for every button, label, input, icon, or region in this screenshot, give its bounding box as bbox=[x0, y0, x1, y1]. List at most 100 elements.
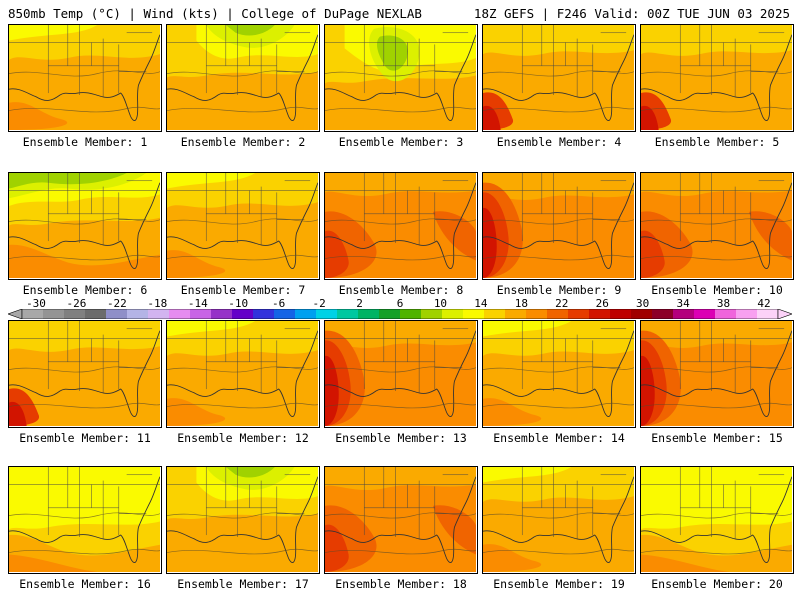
colorbar-tick-label: 42 bbox=[757, 297, 771, 310]
colorbar-bin bbox=[64, 309, 86, 319]
temperature-field-map bbox=[167, 321, 318, 426]
ensemble-map-panel bbox=[324, 466, 478, 574]
ensemble-member-label: Ensemble Member: 8 bbox=[338, 283, 464, 297]
colorbar-bin bbox=[505, 309, 527, 319]
colorbar-bin bbox=[211, 309, 233, 319]
temperature-field-map bbox=[9, 467, 160, 572]
ensemble-map-panel bbox=[8, 466, 162, 574]
temperature-field-map bbox=[483, 173, 634, 278]
ensemble-member-label: Ensemble Member: 14 bbox=[493, 431, 625, 445]
colorbar-tick-label: -14 bbox=[187, 297, 208, 310]
ensemble-map-panel bbox=[482, 172, 636, 280]
ensemble-member-label: Ensemble Member: 3 bbox=[338, 135, 464, 149]
colorbar-bin bbox=[463, 309, 485, 319]
colorbar-bin bbox=[22, 309, 44, 319]
temperature-field-map bbox=[325, 173, 476, 278]
colorbar-bin bbox=[610, 309, 632, 319]
ensemble-map-panel bbox=[166, 320, 320, 428]
colorbar-bin bbox=[421, 309, 443, 319]
temperature-field-map bbox=[9, 321, 160, 426]
colorbar-bin bbox=[148, 309, 170, 319]
colorbar-strip bbox=[8, 309, 792, 319]
ensemble-map-panel bbox=[324, 172, 478, 280]
temperature-field-map bbox=[641, 25, 792, 130]
temperature-field-map bbox=[167, 467, 318, 572]
ensemble-member-label: Ensemble Member: 16 bbox=[19, 577, 151, 591]
ensemble-map-panel bbox=[482, 466, 636, 574]
colorbar-tick-label: -2 bbox=[312, 297, 326, 310]
colorbar-tick-label: 26 bbox=[595, 297, 609, 310]
ensemble-member-label: Ensemble Member: 9 bbox=[496, 283, 622, 297]
colorbar-bin bbox=[316, 309, 338, 319]
colorbar-bin bbox=[694, 309, 716, 319]
temperature-colorbar: -30 -26 -22 -18 -14 -10 -6 -2 2 6 10 14 18 22 26 30 34 38… bbox=[8, 297, 792, 319]
colorbar-bin bbox=[400, 309, 422, 319]
ensemble-member-label: Ensemble Member: 11 bbox=[19, 431, 151, 445]
ensemble-member-label: Ensemble Member: 19 bbox=[493, 577, 625, 591]
colorbar-max-arrow bbox=[777, 309, 792, 319]
ensemble-member-label: Ensemble Member: 6 bbox=[22, 283, 148, 297]
temperature-field-map bbox=[641, 467, 792, 572]
colorbar-bin bbox=[169, 309, 191, 319]
colorbar-tick-label: 18 bbox=[514, 297, 528, 310]
colorbar-tick-label: 34 bbox=[676, 297, 690, 310]
colorbar-bin bbox=[190, 309, 212, 319]
colorbar-bin bbox=[673, 309, 695, 319]
colorbar-tick-label: 38 bbox=[716, 297, 731, 310]
colorbar-tick-label: 14 bbox=[474, 297, 488, 310]
colorbar-tick-label: 2 bbox=[356, 297, 363, 310]
colorbar-bin bbox=[715, 309, 737, 319]
colorbar-bin bbox=[652, 309, 674, 319]
temperature-field-map bbox=[483, 25, 634, 130]
colorbar-min-arrow bbox=[8, 309, 23, 319]
ensemble-member-label: Ensemble Member: 17 bbox=[177, 577, 309, 591]
ensemble-member-label: Ensemble Member: 13 bbox=[335, 431, 467, 445]
temperature-field-map bbox=[9, 173, 160, 278]
temperature-field-map bbox=[325, 25, 476, 130]
colorbar-bin bbox=[736, 309, 758, 319]
temperature-field-map bbox=[641, 173, 792, 278]
ensemble-map-panel bbox=[482, 320, 636, 428]
ensemble-map-panel bbox=[640, 466, 794, 574]
colorbar-bin bbox=[253, 309, 275, 319]
colorbar-bin bbox=[274, 309, 296, 319]
colorbar-bin bbox=[358, 309, 380, 319]
ensemble-map-panel bbox=[8, 24, 162, 132]
ensemble-map-panel bbox=[324, 24, 478, 132]
colorbar-tick-label: 6 bbox=[396, 297, 404, 310]
ensemble-member-label: Ensemble Member: 2 bbox=[180, 135, 306, 149]
ensemble-member-label: Ensemble Member: 7 bbox=[180, 283, 306, 297]
colorbar-tick-label: 30 bbox=[636, 297, 650, 310]
colorbar-bin bbox=[484, 309, 506, 319]
temperature-field-map bbox=[325, 321, 476, 426]
ensemble-map-panel bbox=[166, 24, 320, 132]
temperature-field-map bbox=[483, 321, 634, 426]
ensemble-member-label: Ensemble Member: 1 bbox=[22, 135, 148, 149]
ensemble-map-panel bbox=[640, 320, 794, 428]
map-title: 850mb Temp (°C) | Wind (kts) | College o… bbox=[8, 6, 422, 21]
colorbar-bin bbox=[106, 309, 128, 319]
ensemble-map-panel bbox=[8, 172, 162, 280]
colorbar-bin bbox=[547, 309, 569, 319]
colorbar-bin bbox=[295, 309, 317, 319]
colorbar-tick-label: 22 bbox=[555, 297, 569, 310]
ensemble-member-label: Ensemble Member: 18 bbox=[335, 577, 467, 591]
colorbar-bin bbox=[379, 309, 401, 319]
temperature-field-map bbox=[167, 173, 318, 278]
colorbar-bin bbox=[589, 309, 611, 319]
colorbar-bin bbox=[127, 309, 149, 319]
ensemble-map-panel bbox=[482, 24, 636, 132]
ensemble-map-panel bbox=[324, 320, 478, 428]
ensemble-map-panel bbox=[166, 466, 320, 574]
model-valid-time: 18Z GEFS | F246 Valid: 00Z TUE JUN 03 20… bbox=[473, 6, 790, 21]
temperature-field-map bbox=[641, 321, 792, 426]
ensemble-map-panel bbox=[640, 172, 794, 280]
ensemble-member-label: Ensemble Member: 15 bbox=[651, 431, 783, 445]
temperature-field-map bbox=[483, 467, 634, 572]
colorbar-bin bbox=[232, 309, 254, 319]
colorbar-tick-label: -26 bbox=[66, 297, 87, 310]
colorbar-tick-label: 10 bbox=[433, 297, 448, 310]
colorbar-tick-label: -22 bbox=[106, 297, 127, 310]
colorbar-tick-label: -6 bbox=[272, 297, 286, 310]
temperature-field-map bbox=[9, 25, 160, 130]
